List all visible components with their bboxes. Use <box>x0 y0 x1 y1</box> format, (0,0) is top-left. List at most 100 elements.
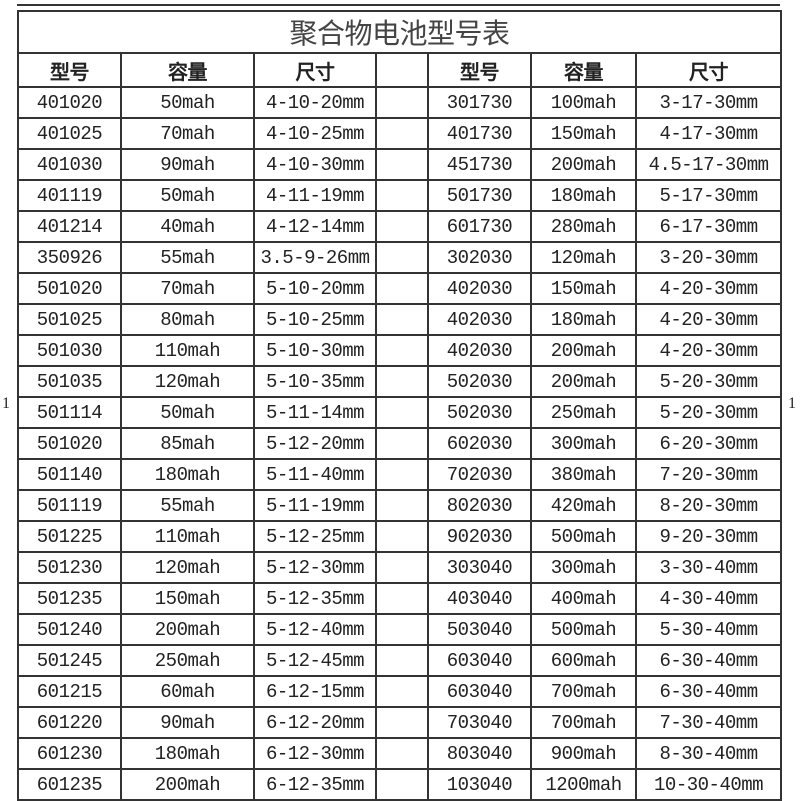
cell-capacity-2: 200mah <box>530 148 637 181</box>
cell-capacity: 180mah <box>120 737 255 770</box>
cell-model-2: 603040 <box>427 644 532 677</box>
cell-model: 501230 <box>17 551 122 584</box>
cell-size-2: 4.5-17-30mm <box>634 148 783 181</box>
table-row: 501114 50mah 5-11-14mm 502030 250mah 5-20-30m… <box>17 396 783 429</box>
cell-model-2: 703040 <box>427 706 532 739</box>
cell-capacity: 250mah <box>120 644 255 677</box>
cell-capacity-2: 380mah <box>530 458 637 491</box>
spacer-cell <box>375 210 429 243</box>
cell-size: 5-12-25mm <box>253 520 377 553</box>
cell-size: 4-11-19mm <box>253 179 377 212</box>
cell-model: 350926 <box>17 241 122 274</box>
cell-size-2: 5-20-30mm <box>634 365 783 398</box>
cell-model: 501245 <box>17 644 122 677</box>
cell-size-2: 6-30-40mm <box>634 644 783 677</box>
cell-model-2: 502030 <box>427 396 532 429</box>
header-capacity-2: 容量 <box>530 52 637 88</box>
cell-model-2: 402030 <box>427 272 532 305</box>
cell-size-2: 4-20-30mm <box>634 303 783 336</box>
cell-model: 501025 <box>17 303 122 336</box>
table-row: 501225 110mah 5-12-25mm 902030 500mah 9-20-30… <box>17 520 783 553</box>
spacer-cell <box>375 334 429 367</box>
cell-capacity: 120mah <box>120 365 255 398</box>
spacer-cell <box>375 272 429 305</box>
cell-capacity-2: 500mah <box>530 613 637 646</box>
table-row: 601220 90mah 6-12-20mm 703040 700mah 7-30-40m… <box>17 706 783 739</box>
spacer-cell <box>375 520 429 553</box>
cell-capacity: 55mah <box>120 489 255 522</box>
cell-size: 4-10-25mm <box>253 117 377 150</box>
cell-model-2: 103040 <box>427 768 532 801</box>
table-row: 401020 50mah 4-10-20mm 301730 100mah 3-17-30m… <box>17 86 783 119</box>
header-row: 型号 容量 尺寸 型号 容量 尺寸 <box>17 52 783 88</box>
cell-size-2: 4-20-30mm <box>634 272 783 305</box>
cell-model: 501240 <box>17 613 122 646</box>
cell-model: 501020 <box>17 427 122 460</box>
cell-capacity-2: 300mah <box>530 551 637 584</box>
table-row: 401119 50mah 4-11-19mm 501730 180mah 5-17-30m… <box>17 179 783 212</box>
table-title: 聚合物电池型号表 <box>16 10 783 54</box>
cell-size-2: 8-30-40mm <box>634 737 783 770</box>
cell-model: 401020 <box>17 86 122 119</box>
cell-size-2: 4-17-30mm <box>634 117 783 150</box>
spacer-cell <box>375 768 429 801</box>
table-row: 501240 200mah 5-12-40mm 503040 500mah 5-30-40… <box>17 613 783 646</box>
cell-capacity: 90mah <box>120 148 255 181</box>
cell-capacity: 80mah <box>120 303 255 336</box>
spacer-cell <box>375 458 429 491</box>
cell-model: 401119 <box>17 179 122 212</box>
header-model-2: 型号 <box>427 52 532 88</box>
cell-capacity-2: 200mah <box>530 365 637 398</box>
cell-model-2: 301730 <box>427 86 532 119</box>
cell-capacity-2: 1200mah <box>530 768 637 801</box>
cell-model-2: 803040 <box>427 737 532 770</box>
header-size: 尺寸 <box>253 52 377 88</box>
cell-capacity: 85mah <box>120 427 255 460</box>
cell-model-2: 702030 <box>427 458 532 491</box>
cell-capacity-2: 700mah <box>530 706 637 739</box>
spacer-cell <box>375 427 429 460</box>
spacer-cell <box>375 365 429 398</box>
cell-size: 5-10-20mm <box>253 272 377 305</box>
cell-size: 5-10-25mm <box>253 303 377 336</box>
cell-model-2: 401730 <box>427 117 532 150</box>
cell-size-2: 8-20-30mm <box>634 489 783 522</box>
cell-model-2: 303040 <box>427 551 532 584</box>
cell-capacity: 150mah <box>120 582 255 615</box>
cell-size-2: 9-20-30mm <box>634 520 783 553</box>
cell-model: 401030 <box>17 148 122 181</box>
cell-size-2: 6-30-40mm <box>634 675 783 708</box>
cell-capacity: 90mah <box>120 706 255 739</box>
cell-capacity: 200mah <box>120 768 255 801</box>
cell-capacity: 55mah <box>120 241 255 274</box>
table-row: 501020 85mah 5-12-20mm 602030 300mah 6-20-30m… <box>17 427 783 460</box>
cell-capacity-2: 420mah <box>530 489 637 522</box>
cell-size: 5-12-20mm <box>253 427 377 460</box>
cell-model-2: 603040 <box>427 675 532 708</box>
cell-model: 601235 <box>17 768 122 801</box>
spacer-cell <box>375 489 429 522</box>
cell-capacity-2: 300mah <box>530 427 637 460</box>
cell-size-2: 4-30-40mm <box>634 582 783 615</box>
spacer-cell <box>375 706 429 739</box>
spacer-cell <box>375 551 429 584</box>
cell-size-2: 5-17-30mm <box>634 179 783 212</box>
cell-model: 501020 <box>17 272 122 305</box>
side-label-right: 1 <box>788 395 796 412</box>
spacer-cell <box>375 396 429 429</box>
cell-model-2: 802030 <box>427 489 532 522</box>
spacer-cell <box>375 675 429 708</box>
table-row: 501245 250mah 5-12-45mm 603040 600mah 6-30-40… <box>17 644 783 677</box>
spacer-cell <box>375 737 429 770</box>
battery-model-table: 聚合物电池型号表 型号 容量 尺寸 型号 容量 尺寸 401020 50mah 4-… <box>16 10 783 801</box>
spacer-cell <box>375 241 429 274</box>
cell-model-2: 501730 <box>427 179 532 212</box>
header-model: 型号 <box>17 52 122 88</box>
cell-size: 4-12-14mm <box>253 210 377 243</box>
table-row: 401214 40mah 4-12-14mm 601730 280mah 6-17-30m… <box>17 210 783 243</box>
spacer-cell <box>375 613 429 646</box>
cell-capacity-2: 250mah <box>530 396 637 429</box>
table-row: 601230 180mah 6-12-30mm 803040 900mah 8-30-40… <box>17 737 783 770</box>
cell-model-2: 451730 <box>427 148 532 181</box>
cell-capacity-2: 180mah <box>530 179 637 212</box>
